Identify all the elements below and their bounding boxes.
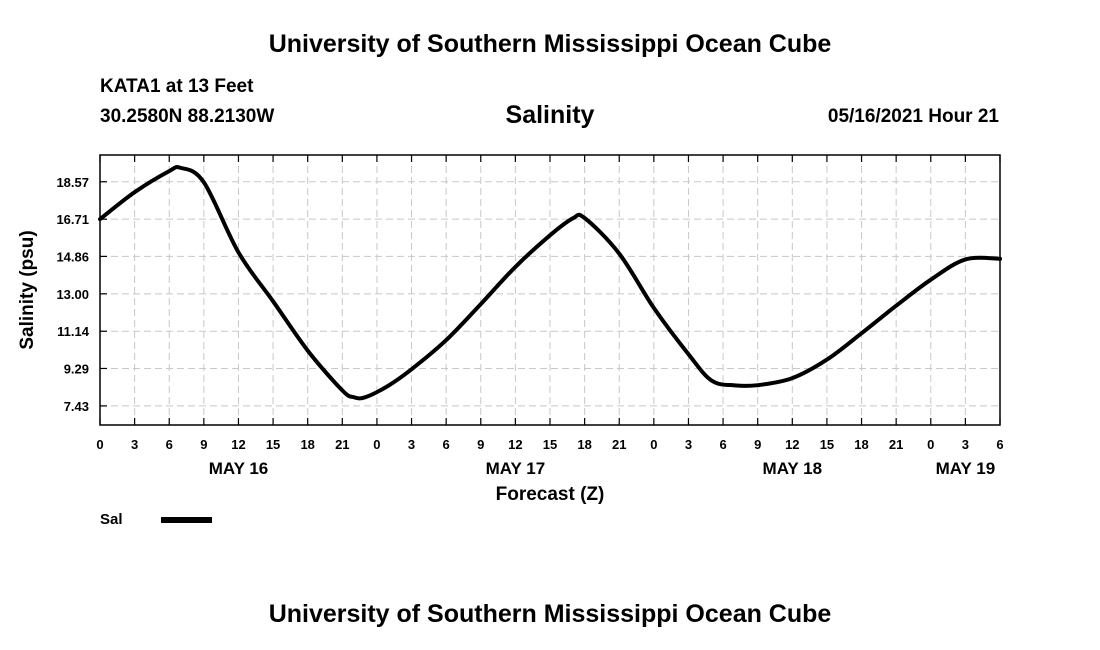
x-tick-labels: 0 3 6 9 12 15 18 21 0 3 6 9 12 15 18 21 0 3 6 9 12 15 18 21 0 3 6 (96, 437, 1003, 452)
x-tick-label: 9 (477, 437, 484, 452)
x-tick-label: 0 (927, 437, 934, 452)
y-tick-label: 7.43 (64, 399, 89, 414)
x-tick-label: 6 (443, 437, 450, 452)
station-name: KATA1 at 13 Feet (100, 76, 254, 97)
station-coordinates: 30.2580N 88.2130W (100, 106, 275, 127)
day-labels: MAY 16 MAY 17 MAY 18 MAY 19 (209, 459, 995, 478)
legend-label-sal: Sal (100, 511, 123, 528)
y-tick-labels: 7.43 9.29 11.14 13.00 14.86 16.71 18.57 (56, 175, 89, 414)
x-axis-title: Forecast (Z) (496, 484, 605, 505)
y-tick-label: 11.14 (57, 324, 90, 339)
day-label: MAY 18 (763, 459, 823, 478)
x-tick-label: 18 (577, 437, 591, 452)
tick-marks (99, 155, 1001, 425)
chart-main-title: University of Southern Mississippi Ocean… (268, 30, 832, 58)
x-tick-label: 21 (335, 437, 349, 452)
x-tick-label: 18 (854, 437, 868, 452)
y-tick-label: 13.00 (56, 287, 89, 302)
y-tick-label: 16.71 (56, 212, 89, 227)
x-tick-label: 3 (685, 437, 692, 452)
x-tick-label: 9 (754, 437, 761, 452)
y-axis-title: Salinity (psu) (17, 230, 38, 349)
x-tick-label: 18 (300, 437, 314, 452)
series-line-sal (98, 164, 1002, 401)
y-tick-label: 9.29 (64, 361, 89, 376)
x-tick-label: 15 (266, 437, 280, 452)
day-label: MAY 16 (209, 459, 269, 478)
plot-frame (99, 154, 1001, 426)
x-tick-label: 21 (889, 437, 903, 452)
footer-title: University of Southern Mississippi Ocean… (268, 600, 832, 628)
x-tick-label: 12 (785, 437, 799, 452)
x-tick-label: 15 (543, 437, 557, 452)
x-tick-label: 0 (650, 437, 657, 452)
x-tick-label: 0 (96, 437, 103, 452)
forecast-timestamp: 05/16/2021 Hour 21 (827, 106, 999, 127)
x-tick-label: 12 (508, 437, 522, 452)
x-tick-label: 6 (166, 437, 173, 452)
x-tick-label: 6 (996, 437, 1003, 452)
x-tick-label: 3 (962, 437, 969, 452)
x-tick-label: 12 (231, 437, 245, 452)
x-tick-label: 15 (820, 437, 834, 452)
x-tick-label: 6 (719, 437, 726, 452)
x-tick-label: 9 (200, 437, 207, 452)
x-tick-label: 3 (131, 437, 138, 452)
y-tick-label: 14.86 (56, 249, 89, 264)
grid-lines (100, 155, 1000, 425)
x-tick-label: 0 (373, 437, 380, 452)
day-label: MAY 19 (936, 459, 996, 478)
x-tick-label: 3 (408, 437, 415, 452)
legend: Sal (100, 511, 212, 528)
x-tick-label: 21 (612, 437, 626, 452)
day-label: MAY 17 (486, 459, 546, 478)
y-tick-label: 18.57 (56, 175, 89, 190)
chart-title: Salinity (505, 101, 595, 129)
